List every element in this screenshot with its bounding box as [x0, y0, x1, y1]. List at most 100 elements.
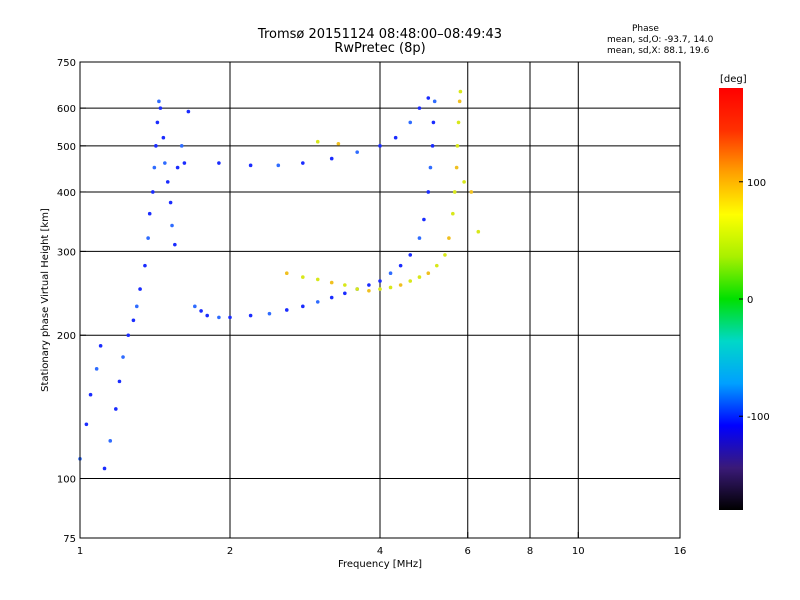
data-point [393, 135, 398, 140]
data-point [456, 120, 461, 125]
data-point [378, 144, 382, 148]
data-point [147, 211, 152, 216]
data-point [301, 275, 305, 279]
data-point [114, 407, 118, 411]
x-tick-label: 1 [77, 546, 83, 557]
data-point [193, 304, 197, 309]
data-point [329, 280, 334, 285]
y-tick-label: 500 [57, 142, 76, 153]
data-points [78, 89, 481, 471]
data-point [315, 277, 320, 282]
data-point [165, 180, 170, 184]
data-point [378, 279, 382, 283]
data-point [301, 304, 305, 309]
colorbar-tick-label: -100 [747, 412, 770, 423]
data-point [175, 165, 180, 170]
data-point [161, 135, 166, 140]
data-point [430, 144, 435, 148]
data-point [163, 161, 167, 165]
data-point [152, 165, 157, 170]
data-point [284, 308, 289, 312]
chart-subtitle: RwPretec (8p) [334, 41, 426, 56]
x-tick-label: 10 [572, 546, 585, 557]
data-point [388, 271, 393, 276]
data-point [155, 120, 160, 125]
y-tick-label: 300 [57, 247, 76, 258]
data-point [343, 283, 347, 287]
data-point [182, 161, 187, 165]
data-point [426, 271, 431, 276]
data-point [179, 144, 184, 148]
data-point [157, 99, 161, 104]
data-point [151, 190, 155, 194]
data-point [276, 163, 281, 168]
data-point [267, 311, 272, 316]
data-point [469, 190, 474, 194]
data-point [443, 253, 447, 257]
phase-x-stats: mean, sd,X: 88.1, 19.6 [607, 46, 710, 56]
data-point [154, 144, 158, 148]
data-point [131, 318, 136, 323]
axis-ticks [79, 61, 681, 539]
phase-heading: Phase [632, 24, 659, 34]
data-point [336, 141, 341, 146]
data-point [447, 236, 451, 240]
y-tick-label: 100 [57, 475, 76, 486]
data-point [417, 106, 422, 110]
data-point [458, 89, 463, 94]
colorbar-tick-label: 0 [747, 295, 753, 306]
data-point [426, 96, 431, 100]
x-tick-label: 6 [465, 546, 471, 557]
data-point [315, 139, 320, 144]
data-point [228, 315, 232, 320]
data-point [168, 200, 173, 205]
data-point [408, 253, 413, 257]
data-point [217, 315, 221, 320]
data-point [146, 236, 150, 240]
data-point [84, 422, 89, 427]
data-point [451, 211, 455, 216]
data-point [134, 304, 139, 309]
data-point [143, 263, 147, 268]
data-point [173, 242, 177, 247]
x-tick-label: 4 [377, 546, 383, 557]
data-point [217, 161, 221, 165]
x-tick-label: 8 [527, 546, 533, 557]
data-point [457, 99, 462, 104]
data-point [422, 217, 426, 222]
y-tick-label: 200 [57, 331, 76, 342]
data-point [108, 439, 113, 443]
data-point [417, 275, 422, 279]
data-point [170, 223, 174, 228]
data-point [434, 263, 439, 268]
data-point [117, 379, 122, 384]
data-point [388, 285, 393, 290]
data-point [431, 120, 436, 125]
data-point [98, 344, 103, 348]
data-point [378, 287, 382, 291]
data-point [138, 287, 142, 291]
data-point [398, 283, 403, 287]
y-tick-label: 750 [57, 58, 76, 69]
data-point [432, 99, 437, 104]
chart-title: Tromsø 20151124 08:48:00–08:49:43 [257, 27, 503, 42]
y-tick-label: 400 [57, 188, 76, 199]
data-point [398, 263, 403, 268]
data-point [462, 180, 466, 184]
data-point [248, 313, 253, 318]
data-point [408, 120, 413, 125]
data-point [284, 271, 289, 276]
x-tick-label: 2 [227, 546, 233, 557]
data-point [315, 300, 320, 304]
axis-tick-labels: 1 2 4 6 8 10 16 75 100 200 300 400 500 600 750 [57, 58, 686, 557]
data-point [186, 109, 191, 114]
data-point [94, 367, 99, 371]
data-point [452, 190, 457, 194]
data-point [88, 392, 93, 397]
data-point [301, 161, 305, 165]
colorbar-tick-label: 100 [747, 178, 766, 189]
phase-o-stats: mean, sd,O: -93.7, 14.0 [607, 35, 714, 45]
data-point [355, 150, 359, 154]
data-point [408, 279, 413, 283]
